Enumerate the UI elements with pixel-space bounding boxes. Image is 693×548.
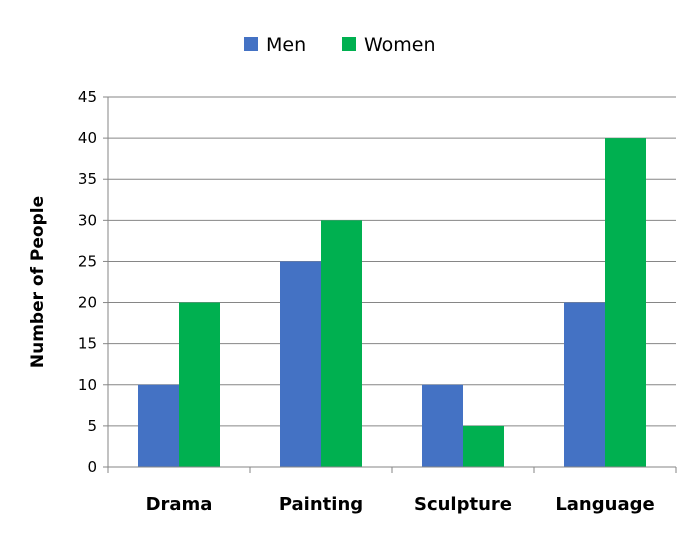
- legend-label-women: Women: [364, 34, 436, 56]
- y-tick-label: 25: [78, 252, 97, 270]
- x-category-label: Sculpture: [414, 494, 512, 515]
- x-category-label: Language: [555, 494, 654, 515]
- y-tick-label: 20: [78, 294, 97, 312]
- y-tick-label: 0: [87, 458, 97, 476]
- legend: Men Women: [244, 34, 436, 56]
- y-axis-title: Number of People: [28, 196, 48, 368]
- y-tick-label: 35: [78, 170, 97, 188]
- x-category-labels: Drama Painting Sculpture Language: [146, 494, 655, 515]
- legend-swatch-men: [244, 37, 258, 51]
- legend-swatch-women: [342, 37, 356, 51]
- legend-label-men: Men: [266, 34, 306, 56]
- y-tick-label: 30: [78, 211, 97, 229]
- bar-women-sculpture: [463, 425, 504, 467]
- bar-men-sculpture: [422, 384, 463, 467]
- bar-women-drama: [179, 302, 220, 467]
- bar-men-language: [564, 302, 605, 467]
- bar-men-drama: [138, 384, 179, 467]
- bars: [138, 138, 646, 467]
- axes: [103, 96, 677, 473]
- y-tick-labels: 0 5 10 15 20 25 30 35 40 45: [78, 88, 97, 476]
- bar-men-painting: [280, 261, 321, 467]
- y-tick-label: 10: [78, 376, 97, 394]
- bar-women-painting: [321, 220, 362, 467]
- y-tick-label: 40: [78, 129, 97, 147]
- x-category-label: Drama: [146, 494, 213, 515]
- y-tick-label: 15: [78, 335, 97, 353]
- bar-women-language: [605, 138, 646, 467]
- y-tick-label: 5: [87, 417, 97, 435]
- x-category-label: Painting: [279, 494, 363, 515]
- y-tick-label: 45: [78, 88, 97, 106]
